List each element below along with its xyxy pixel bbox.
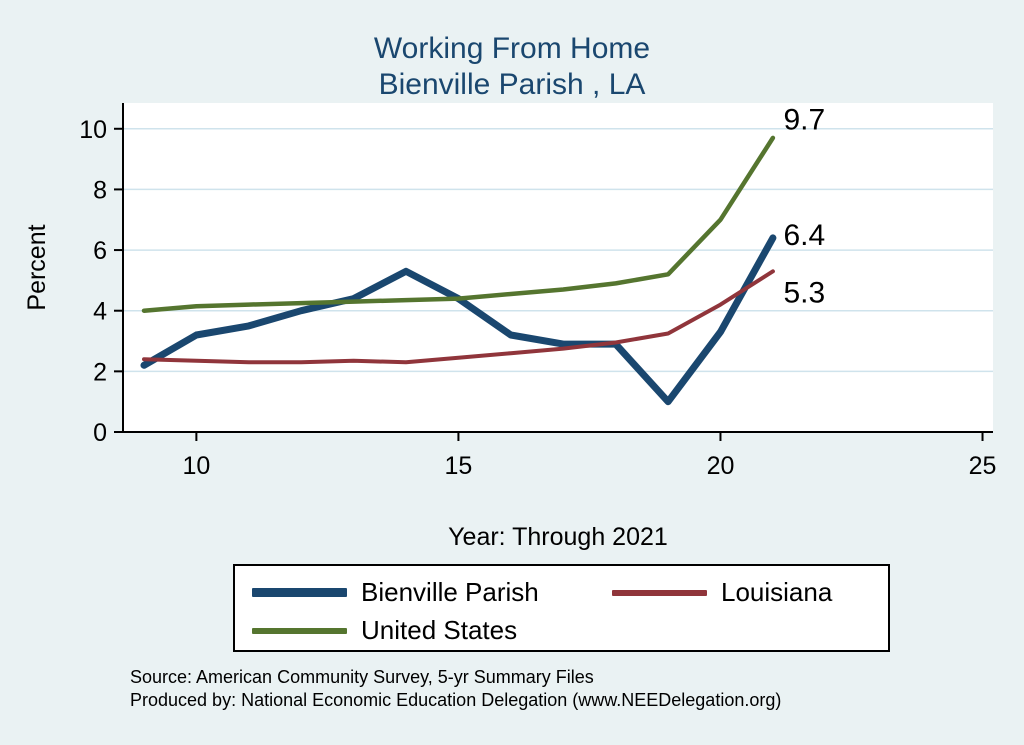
- y-axis-title: Percent: [23, 224, 51, 310]
- x-tick-label-10: 10: [182, 452, 210, 480]
- series-line-united-states: [141, 135, 776, 313]
- legend-swatch-united-states: [252, 627, 347, 634]
- legend-label-united-states: United States: [361, 615, 518, 645]
- y-tick-label-6: 6: [93, 237, 107, 265]
- legend-label-louisiana: Louisiana: [721, 577, 833, 607]
- series-line-louisiana: [142, 269, 775, 365]
- end-label-5.3: 5.3: [783, 277, 825, 310]
- legend: Bienville Parish Louisiana United States: [233, 564, 890, 652]
- chart-title-line1: Working From Home: [373, 32, 651, 65]
- legend-swatch-bienville-parish: [252, 588, 347, 597]
- y-tick-label-8: 8: [93, 176, 107, 204]
- x-tick-label-20: 20: [707, 452, 735, 480]
- x-tick-label-15: 15: [445, 452, 473, 480]
- y-tick-label-10: 10: [79, 116, 107, 144]
- plot-area: [123, 103, 993, 432]
- legend-item-louisiana: Louisiana: [612, 577, 888, 608]
- x-tick-label-25: 25: [969, 452, 997, 480]
- legend-swatch-louisiana: [612, 589, 707, 596]
- footer-notes: Source: American Community Survey, 5-yr …: [130, 666, 781, 711]
- x-axis-title: Year: Through 2021: [448, 523, 668, 551]
- legend-item-united-states: United States: [252, 615, 612, 646]
- y-tick-label-0: 0: [93, 419, 107, 447]
- end-label-9.7: 9.7: [783, 104, 825, 137]
- y-tick-label-2: 2: [93, 358, 107, 386]
- legend-label-bienville-parish: Bienville Parish: [361, 577, 539, 607]
- y-tick-label-4: 4: [93, 298, 107, 326]
- produced-by-line: Produced by: National Economic Education…: [130, 689, 782, 710]
- source-line: Source: American Community Survey, 5-yr …: [130, 667, 594, 687]
- chart-title-line2: Bienville Parish , LA: [378, 68, 646, 101]
- legend-item-bienville-parish: Bienville Parish: [252, 577, 612, 608]
- chart-title: Working From Home Bienville Parish , LA: [0, 31, 1024, 103]
- end-label-6.4: 6.4: [783, 219, 825, 252]
